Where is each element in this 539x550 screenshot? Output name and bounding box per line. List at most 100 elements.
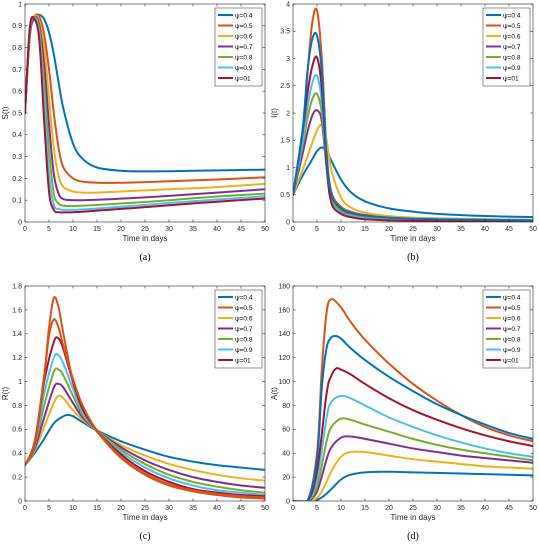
- legend-label: ψ=0.5: [235, 23, 253, 30]
- y-tick-label: 0: [18, 498, 22, 505]
- x-tick-label: 35: [457, 505, 465, 512]
- y-tick-label: 0.5: [280, 192, 290, 199]
- y-axis-label: R(t): [1, 387, 10, 401]
- y-tick-label: 0: [286, 498, 290, 505]
- series-line-7: [293, 367, 533, 501]
- x-tick-label: 20: [385, 226, 393, 233]
- legend-label: ψ=0.6: [235, 315, 253, 322]
- x-axis-label: Time in days: [122, 513, 167, 522]
- legend-label: ψ=0.8: [503, 336, 521, 343]
- legend: ψ=0.4 ψ=0.5 ψ=0.6 ψ=0.7 ψ=0.8 ψ=0.9 ψ=01: [482, 7, 531, 87]
- x-tick-label: 35: [189, 505, 197, 512]
- legend-label: ψ=0.8: [235, 336, 253, 343]
- y-tick-label: 0.7: [12, 67, 22, 74]
- x-tick-label: 0: [23, 505, 27, 512]
- y-tick-label: 160: [278, 307, 290, 314]
- legend-label: ψ=0.7: [503, 326, 521, 333]
- y-tick-label: 0.5: [12, 110, 22, 117]
- x-tick-label: 0: [291, 226, 295, 233]
- x-tick-label: 50: [261, 505, 269, 512]
- series-line-2: [25, 13, 265, 184]
- legend-label: ψ=0.7: [503, 44, 521, 51]
- legend-label: ψ=0.9: [235, 347, 253, 354]
- y-tick-label: 0: [286, 219, 290, 226]
- legend-label: ψ=0.4: [235, 294, 253, 301]
- y-tick-label: 1.6: [12, 307, 22, 314]
- x-axis-label: Time in days: [122, 234, 167, 243]
- legend-label: ψ=01: [503, 357, 519, 364]
- legend-label: ψ=0.4: [503, 294, 521, 301]
- y-tick-label: 0.4: [12, 451, 22, 458]
- legend-label: ψ=0.6: [235, 33, 253, 40]
- legend-label: ψ=0.7: [235, 44, 253, 51]
- y-tick-label: 0.1: [12, 198, 22, 205]
- series-line-1: [293, 146, 533, 219]
- y-tick-label: 60: [282, 427, 290, 434]
- legend: ψ=0.4 ψ=0.5 ψ=0.6 ψ=0.7 ψ=0.8 ψ=0.9 ψ=01: [214, 7, 263, 87]
- x-tick-label: 25: [409, 505, 417, 512]
- y-tick-label: 0.2: [12, 176, 22, 183]
- x-tick-label: 30: [165, 505, 173, 512]
- x-tick-label: 45: [505, 505, 513, 512]
- x-tick-label: 0: [23, 226, 27, 233]
- x-tick-label: 50: [529, 226, 537, 233]
- legend-label: ψ=01: [235, 75, 251, 82]
- legend: ψ=0.4 ψ=0.5 ψ=0.6 ψ=0.7 ψ=0.8 ψ=0.9 ψ=01: [214, 289, 263, 369]
- y-tick-label: 0.8: [12, 45, 22, 52]
- y-axis-label: A(t): [270, 387, 279, 400]
- x-tick-label: 20: [385, 505, 393, 512]
- legend-label: ψ=01: [503, 75, 519, 82]
- legend-label: ψ=0.6: [503, 33, 521, 40]
- y-tick-label: 1.5: [280, 138, 290, 145]
- y-tick-label: 0.6: [12, 427, 22, 434]
- y-tick-label: 4: [286, 1, 290, 8]
- y-tick-label: 0.6: [12, 89, 22, 96]
- y-tick-label: 0.9: [12, 23, 22, 30]
- y-tick-label: 80: [282, 403, 290, 410]
- series-line-5: [293, 417, 533, 501]
- y-tick-label: 1: [18, 379, 22, 386]
- y-tick-label: 0.3: [12, 154, 22, 161]
- panel-caption: (d): [407, 531, 419, 542]
- x-tick-label: 5: [315, 505, 319, 512]
- x-tick-label: 40: [213, 505, 221, 512]
- panel-caption: (a): [139, 252, 150, 263]
- series-line-4: [293, 435, 533, 501]
- chart-panel-4: 0 5 10 15 20 25 30 35 40 45 50 0 20 40 60 80 100 120 140 16…: [270, 283, 537, 542]
- x-tick-label: 30: [165, 226, 173, 233]
- series-line-8: [25, 318, 265, 499]
- y-tick-label: 0.2: [12, 475, 22, 482]
- legend-label: ψ=0.9: [503, 347, 521, 354]
- x-tick-label: 10: [69, 505, 77, 512]
- x-tick-label: 5: [47, 226, 51, 233]
- y-tick-label: 0.4: [12, 132, 22, 139]
- legend: ψ=0.4 ψ=0.5 ψ=0.6 ψ=0.7 ψ=0.8 ψ=0.9 ψ=01: [482, 289, 531, 369]
- chart-panel-1: 0 5 10 15 20 25 30 35 40 45 50 0 0.1 0.2 0.3 0.4 0.5 0.6 0…: [1, 1, 269, 263]
- legend-label: ψ=01: [235, 357, 251, 364]
- y-tick-label: 1.4: [12, 331, 22, 338]
- x-tick-label: 40: [481, 226, 489, 233]
- y-tick-label: 40: [282, 451, 290, 458]
- series-line-1: [25, 413, 265, 471]
- x-tick-label: 15: [93, 505, 101, 512]
- series-line-4: [293, 109, 533, 222]
- x-tick-label: 45: [237, 226, 245, 233]
- x-tick-label: 25: [141, 505, 149, 512]
- legend-label: ψ=0.7: [235, 326, 253, 333]
- x-tick-label: 25: [141, 226, 149, 233]
- legend-label: ψ=0.5: [503, 23, 521, 30]
- x-tick-label: 25: [409, 226, 417, 233]
- legend-label: ψ=0.4: [503, 12, 521, 19]
- y-tick-label: 1: [18, 1, 22, 8]
- series-line-6: [25, 352, 265, 497]
- y-tick-label: 3: [286, 56, 290, 63]
- legend-label: ψ=0.9: [503, 65, 521, 72]
- y-tick-label: 1: [286, 165, 290, 172]
- x-axis-label: Time in days: [390, 513, 435, 522]
- x-tick-label: 30: [433, 505, 441, 512]
- x-tick-label: 15: [361, 505, 369, 512]
- x-tick-label: 5: [47, 505, 51, 512]
- x-tick-label: 10: [337, 226, 345, 233]
- x-axis-label: Time in days: [390, 234, 435, 243]
